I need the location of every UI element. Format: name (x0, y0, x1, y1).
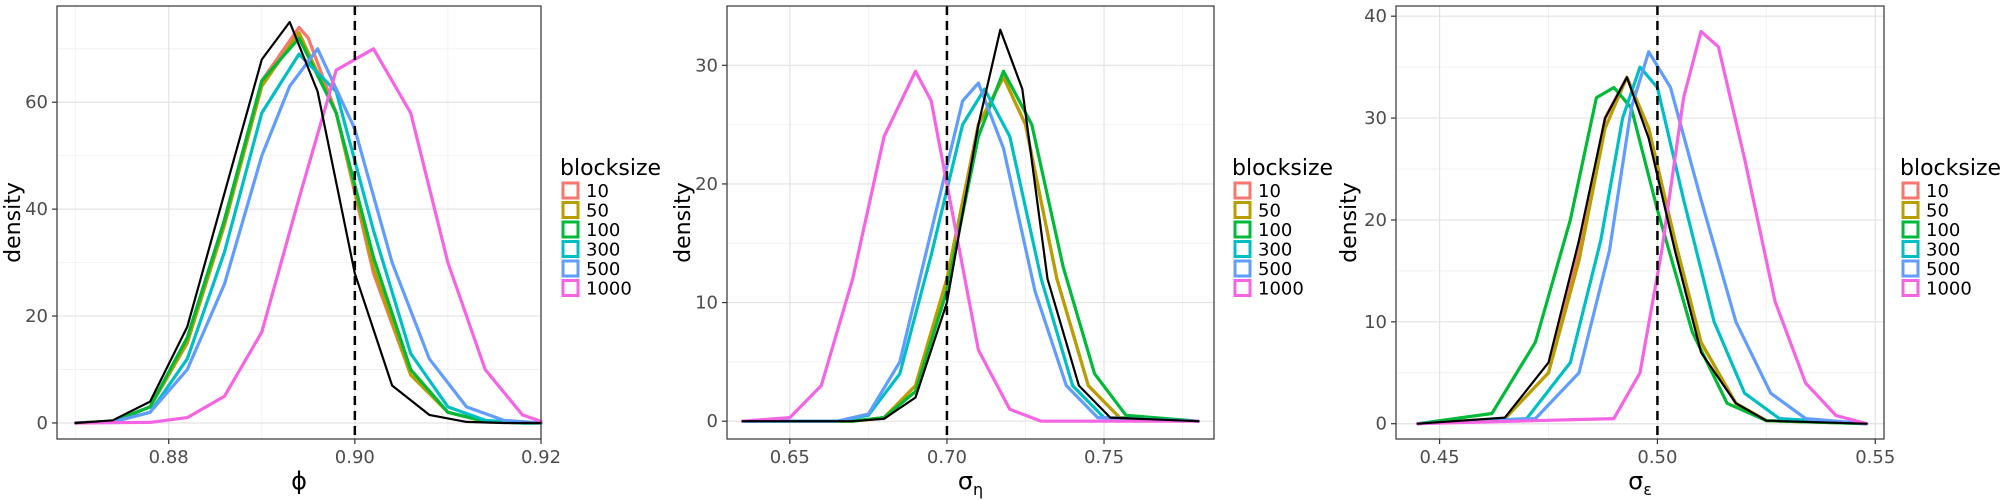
legend-label-1000: 1000 (1926, 279, 1972, 300)
y-tick-label: 30 (1364, 108, 1387, 129)
y-tick-label: 40 (1364, 6, 1387, 27)
y-tick-label: 10 (695, 293, 718, 314)
legend-key-50 (561, 201, 580, 219)
legend-label-50: 50 (1926, 201, 1949, 222)
y-tick-label: 10 (1364, 312, 1387, 333)
x-tick-label: 0.92 (521, 447, 561, 468)
x-tick-label: 0.90 (335, 447, 375, 468)
legend-key-500 (1901, 259, 1920, 278)
legend-label-300: 300 (586, 240, 620, 261)
legend-key-50 (1233, 201, 1252, 219)
y-tick-label: 40 (25, 199, 48, 220)
legend-key-10 (561, 181, 580, 200)
density-line-300 (1416, 65, 1869, 426)
panel-border (56, 5, 542, 440)
legend-label-1000: 1000 (586, 279, 632, 300)
y-tick-label: 20 (25, 306, 48, 327)
y-tick-label: 0 (707, 411, 718, 432)
chart-panel-sigma-eta: 0.65 0.70 0.750102030σηdensityblocksize105… (671, 5, 1333, 499)
legend-key-50 (1901, 201, 1920, 219)
legend-key-1000 (1233, 279, 1252, 297)
legend-label-10: 10 (1258, 181, 1281, 202)
density-line-100 (74, 36, 543, 425)
legend-key-10 (1233, 181, 1252, 200)
density-line-1000 (741, 69, 1200, 423)
legend-title: blocksize (1232, 156, 1333, 181)
x-axis-label: ϕ (291, 467, 307, 495)
y-tick-label: 0 (37, 413, 48, 434)
x-tick-label: 0.45 (1420, 447, 1460, 468)
legend-label-100: 100 (586, 220, 620, 241)
y-tick-label: 60 (25, 92, 48, 113)
y-tick-label: 30 (695, 55, 718, 76)
legend-label-500: 500 (586, 259, 620, 280)
y-tick-label: 0 (1376, 414, 1387, 435)
panel-border (1395, 5, 1885, 440)
x-tick-label: 0.88 (149, 447, 189, 468)
legend-key-1000 (1901, 279, 1920, 297)
y-axis-label: density (671, 182, 696, 263)
x-tick-label: 0.55 (1855, 447, 1895, 468)
legend-title: blocksize (560, 156, 661, 181)
legend-key-500 (1233, 259, 1252, 278)
density-line-500 (741, 81, 1200, 423)
legend-key-100 (561, 220, 580, 239)
density-line-1000 (74, 47, 543, 425)
legend-label-50: 50 (586, 201, 609, 222)
legend-key-10 (1901, 181, 1920, 200)
legend-label-10: 10 (586, 181, 609, 202)
x-tick-label: 0.65 (770, 447, 810, 468)
legend-title: blocksize (1900, 156, 2000, 181)
x-tick-label: 0.75 (1084, 447, 1124, 468)
x-axis-label: ση (958, 467, 983, 499)
legend-key-300 (1901, 240, 1920, 258)
legend-key-500 (561, 259, 580, 278)
y-tick-label: 20 (1364, 210, 1387, 231)
density-line-100 (1416, 85, 1869, 426)
density-line-black (1416, 76, 1868, 425)
legend-key-100 (1901, 220, 1920, 239)
x-axis-label: σε (1628, 467, 1652, 499)
legend-label-300: 300 (1926, 240, 1960, 261)
y-tick-label: 20 (695, 174, 718, 195)
x-tick-label: 0.50 (1637, 447, 1677, 468)
legend-label-10: 10 (1926, 181, 1949, 202)
legend-label-500: 500 (1926, 259, 1960, 280)
legend-key-1000 (561, 279, 580, 297)
density-line-1000 (1416, 29, 1869, 426)
legend-key-300 (1233, 240, 1252, 258)
panel-border (726, 5, 1215, 440)
y-axis-label: density (1, 182, 26, 263)
legend-key-100 (1233, 220, 1252, 239)
chart-panel-phi: 0.88 0.90 0.920204060ϕdensityblocksize1050… (1, 5, 661, 495)
plot-area (727, 6, 1214, 439)
legend-label-1000: 1000 (1258, 279, 1304, 300)
legend-label-300: 300 (1258, 240, 1292, 261)
x-tick-label: 0.70 (927, 447, 967, 468)
legend-key-300 (561, 240, 580, 258)
chart-panel-sigma-eps: 0.45 0.50 0.55010203040σεdensityblocksize1… (1337, 5, 2000, 499)
legend-label-100: 100 (1926, 220, 1960, 241)
legend-label-500: 500 (1258, 259, 1292, 280)
density-line-500 (1416, 50, 1869, 426)
plot-area (57, 6, 541, 439)
legend-label-50: 50 (1258, 201, 1281, 222)
legend-label-100: 100 (1258, 220, 1292, 241)
density-line-500 (74, 47, 543, 425)
density-line-black (741, 28, 1200, 423)
density-line-black (74, 20, 543, 425)
y-axis-label: density (1337, 182, 1362, 263)
